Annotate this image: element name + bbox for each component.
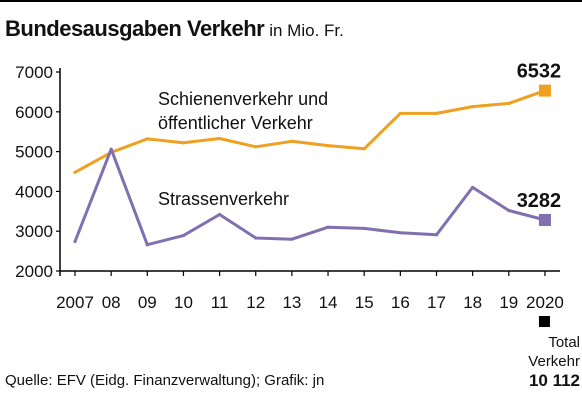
- x-tick-label: 17: [427, 293, 446, 312]
- x-tick-label: 19: [499, 293, 518, 312]
- data-point-road: [326, 225, 330, 229]
- series-label-rail: öffentlicher Verkehr: [158, 113, 313, 133]
- data-point-rail: [326, 144, 330, 148]
- series-line-road: [73, 147, 547, 247]
- data-point-rail: [507, 101, 511, 106]
- total-marker: [538, 316, 550, 327]
- data-point-rail: [290, 139, 294, 143]
- end-value-label-rail: 6532: [517, 61, 562, 83]
- data-point-road: [290, 237, 294, 241]
- data-point-road: [218, 212, 222, 217]
- data-point-rail: [362, 147, 366, 151]
- data-point-road: [507, 208, 511, 213]
- data-point-rail: [398, 111, 402, 115]
- y-tick-label: 7000: [15, 63, 53, 82]
- data-point-road: [109, 147, 113, 151]
- data-point-road: [362, 226, 366, 231]
- data-point-road: [434, 233, 439, 237]
- data-point-road: [181, 233, 186, 238]
- x-tick-label: 16: [391, 293, 410, 312]
- y-tick-label: 2000: [15, 262, 53, 281]
- data-point-rail: [218, 136, 222, 141]
- chart-title-main: Bundesausgaben Verkehr: [5, 16, 265, 41]
- x-tick-label: 2020: [526, 293, 564, 312]
- data-point-rail: [145, 137, 149, 141]
- x-tick-label: 18: [463, 293, 482, 312]
- x-tick-label: 14: [319, 293, 338, 312]
- y-tick-label: 4000: [15, 182, 53, 201]
- x-tick-label: 09: [138, 293, 157, 312]
- source-note: Quelle: EFV (Eidg. Finanzverwaltung); Gr…: [5, 372, 325, 389]
- series-line-rail: [73, 89, 547, 174]
- end-marker-rail: [538, 84, 551, 97]
- x-tick-label: 2007: [56, 293, 94, 312]
- x-tick-label: 10: [174, 293, 193, 312]
- data-point-road: [398, 231, 402, 235]
- chart-title: Bundesausgaben Verkehr in Mio. Fr.: [5, 16, 344, 42]
- data-point-road: [471, 185, 475, 190]
- data-point-rail: [471, 105, 475, 109]
- x-tick-label: 13: [282, 293, 301, 312]
- series-label-rail: Schienenverkehr und: [158, 89, 328, 109]
- data-point-rail: [181, 141, 186, 145]
- data-point-road: [254, 236, 258, 240]
- y-tick-label: 5000: [15, 143, 53, 162]
- y-tick-label: 6000: [15, 103, 53, 122]
- data-point-rail: [254, 145, 258, 149]
- data-point-road: [145, 243, 149, 247]
- series-label-road: Strassenverkehr: [158, 189, 289, 209]
- data-point-road: [73, 239, 77, 244]
- x-tick-label: 08: [102, 293, 121, 312]
- total-label: Total: [548, 334, 580, 351]
- y-tick-label: 3000: [15, 222, 53, 241]
- total-label: Verkehr: [528, 353, 580, 370]
- data-point-rail: [73, 170, 77, 174]
- chart-title-unit: in Mio. Fr.: [269, 21, 344, 40]
- data-point-rail: [434, 111, 439, 115]
- end-marker-road: [538, 213, 551, 226]
- x-tick-label: 15: [355, 293, 374, 312]
- total-value: 10 112: [529, 371, 580, 390]
- x-tick-label: 12: [246, 293, 265, 312]
- top-rule: [0, 0, 582, 2]
- end-value-label-road: 3282: [517, 190, 562, 212]
- x-tick-label: 11: [211, 293, 229, 312]
